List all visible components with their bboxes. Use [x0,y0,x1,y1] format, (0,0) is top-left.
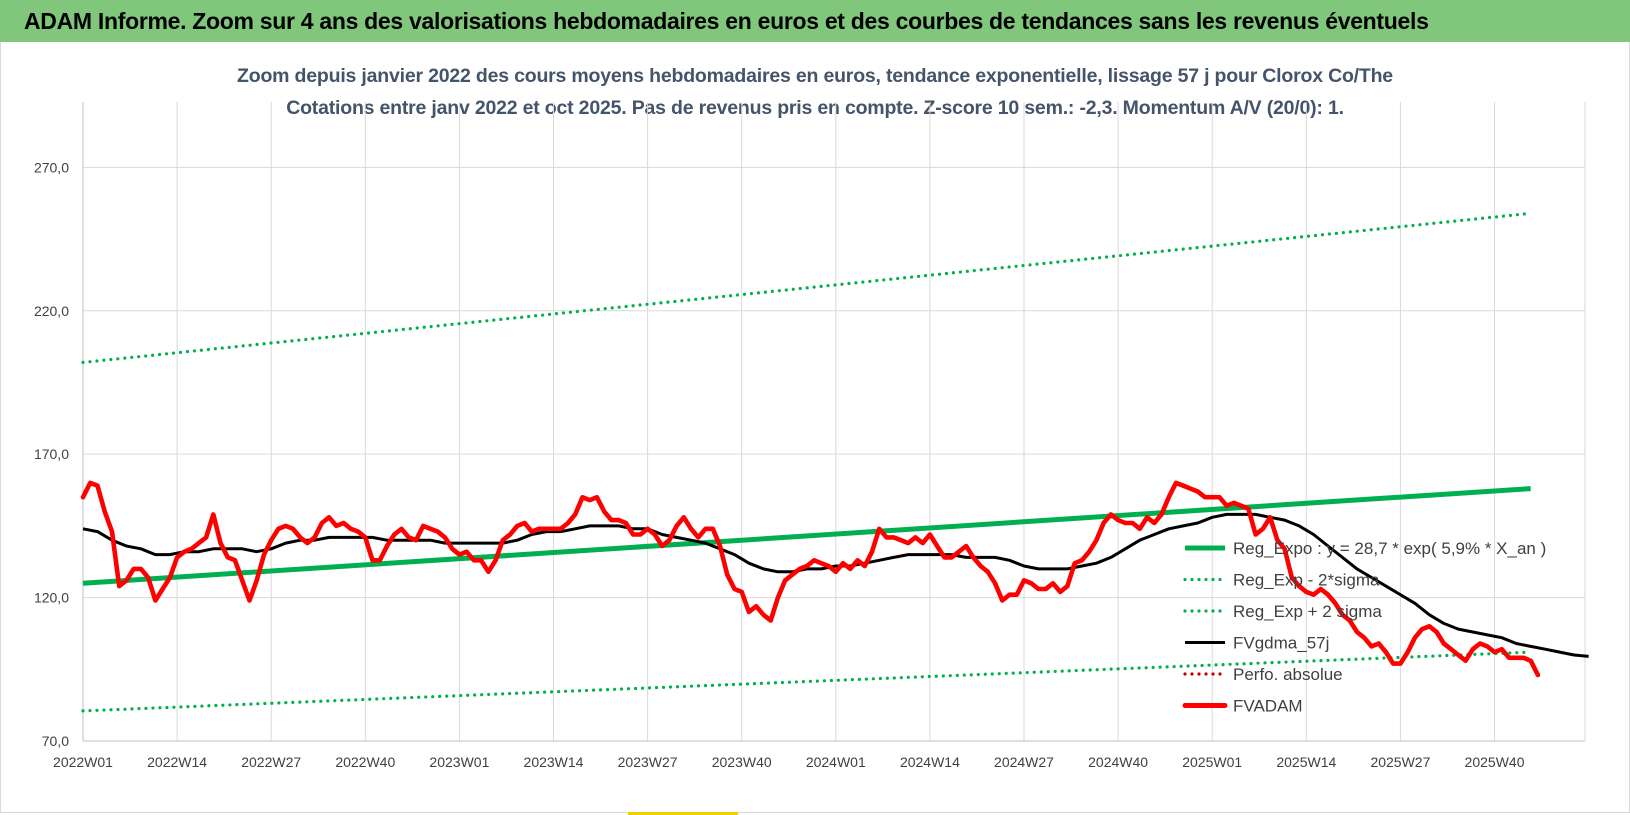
legend: Reg_Expo : y = 28,7 * exp( 5,9% * X_an )… [1182,539,1546,716]
y-tick-label: 170,0 [34,446,69,462]
sheet-tab-marker [628,812,738,815]
x-tick-label: 2022W40 [335,754,395,770]
series-fvadam [80,480,1541,678]
x-tick-label: 2023W01 [429,754,489,770]
x-tick-label: 2022W27 [241,754,301,770]
y-tick-label: 120,0 [34,590,69,606]
x-tick-label: 2023W40 [712,754,772,770]
series-lines [80,211,1589,713]
legend-label: Perfo. absolue [1233,665,1343,684]
y-tick-label: 270,0 [34,159,69,175]
legend-label: Reg_Expo : y = 28,7 * exp( 5,9% * X_an ) [1233,539,1546,558]
header-bar: ADAM Informe. Zoom sur 4 ans des valoris… [0,0,1630,43]
x-tick-label: 2022W14 [147,754,207,770]
x-tick-label: 2025W14 [1276,754,1336,770]
x-tick-label: 2025W01 [1182,754,1242,770]
y-tick-label: 220,0 [34,303,69,319]
x-tick-label: 2023W14 [524,754,584,770]
legend-label: Reg_Exp + 2 sigma [1233,602,1382,621]
x-tick-label: 2024W14 [900,754,960,770]
series-fvgdma-57j [82,512,1589,658]
x-tick-label: 2022W01 [53,754,113,770]
chart-title: Zoom depuis janvier 2022 des cours moyen… [237,65,1393,87]
series-reg-exp-2-sigma [81,211,1533,364]
x-tick-label: 2025W40 [1465,754,1525,770]
y-tick-label: 70,0 [42,733,69,749]
page-title: ADAM Informe. Zoom sur 4 ans des valoris… [24,8,1429,34]
x-tick-label: 2024W40 [1088,754,1148,770]
series-reg-expo-y-28-7-exp-5-9-x-an [82,486,1531,586]
x-tick-label: 2024W01 [806,754,866,770]
legend-label: Reg_Exp - 2*sigma [1233,571,1380,590]
x-tick-label: 2023W27 [618,754,678,770]
y-tick-labels: 70,0 120,0 170,0 220,0 270,0 [34,159,69,749]
legend-label: FVgdma_57j [1233,634,1329,653]
axes [82,102,1585,742]
legend-label: FVADAM [1233,697,1303,716]
grid-lines [83,102,1586,742]
x-tick-label: 2024W27 [994,754,1054,770]
x-tick-labels: 2022W01 2022W14 2022W27 2022W40 2023W01 2023W… [53,754,1525,770]
chart-subtitle: Cotations entre janv 2022 et oct 2025. P… [286,97,1344,119]
x-tick-label: 2025W27 [1370,754,1430,770]
